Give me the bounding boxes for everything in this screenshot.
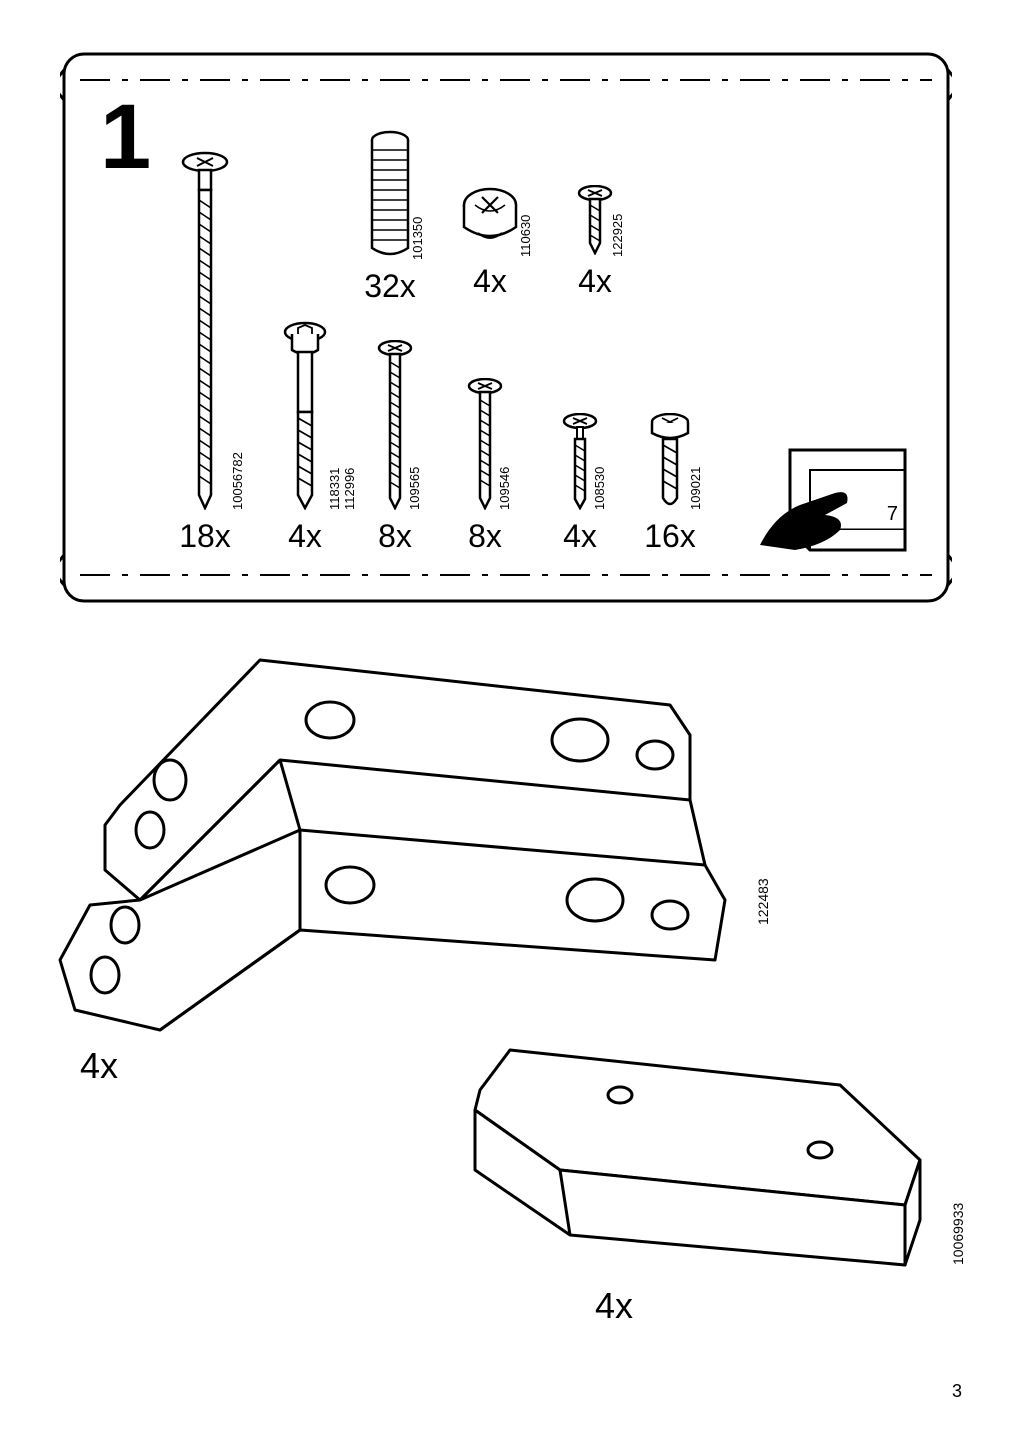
- hardware-bag-panel: 1: [60, 50, 952, 605]
- step-number: 1: [100, 85, 151, 190]
- part-screw-long: 18x 10056782: [160, 150, 250, 555]
- qty-label: 32x: [345, 268, 435, 305]
- qty-label: 4x: [540, 518, 620, 555]
- part-cam-lock: 4x 110630: [450, 185, 530, 300]
- note-page-ref: 7: [887, 503, 898, 526]
- part-screw-pan: 16x 109021: [630, 413, 710, 555]
- reference-note-icon: 7: [755, 445, 910, 560]
- page: 1: [0, 0, 1012, 1432]
- qty-label: 4x: [265, 518, 345, 555]
- qty-label: 4x: [555, 263, 635, 300]
- qty-label: 4x: [80, 1045, 118, 1087]
- part-code: 10056782: [230, 452, 245, 510]
- part-code: 122483: [755, 878, 771, 925]
- qty-label: 4x: [595, 1285, 633, 1327]
- part-code: 109021: [688, 467, 703, 510]
- screw-long-icon: [175, 150, 235, 510]
- part-code: 108530: [592, 467, 607, 510]
- qty-label: 8x: [355, 518, 435, 555]
- foot-block-icon: [420, 1030, 960, 1290]
- part-screw-med-3: 4x 108530: [540, 413, 620, 555]
- cam-lock-icon: [460, 185, 520, 255]
- bolt-hex-icon: [278, 320, 333, 510]
- part-code: 10069933: [950, 1203, 966, 1265]
- qty-label: 18x: [160, 518, 250, 555]
- part-screw-med-1: 8x 109565: [355, 340, 435, 555]
- part-code: 118331 112996: [327, 468, 357, 510]
- qty-label: 8x: [445, 518, 525, 555]
- large-parts-panel: 122483 4x 10069933 4x: [50, 650, 962, 1350]
- qty-label: 4x: [450, 263, 530, 300]
- page-number: 3: [952, 1381, 962, 1402]
- part-code: 101350: [410, 217, 425, 260]
- part-code: 122925: [610, 214, 625, 257]
- part-screw-med-2: 8x 109546: [445, 378, 525, 555]
- part-code: 109565: [407, 467, 422, 510]
- part-screw-short: 4x 122925: [555, 185, 635, 300]
- part-code: 110630: [518, 215, 533, 257]
- part-dowel: 32x 101350: [345, 130, 435, 305]
- part-code: 109546: [497, 467, 512, 510]
- qty-label: 16x: [630, 518, 710, 555]
- part-bolt-hex: 4x 118331 112996: [265, 320, 345, 555]
- angle-bracket-icon: [50, 650, 750, 1040]
